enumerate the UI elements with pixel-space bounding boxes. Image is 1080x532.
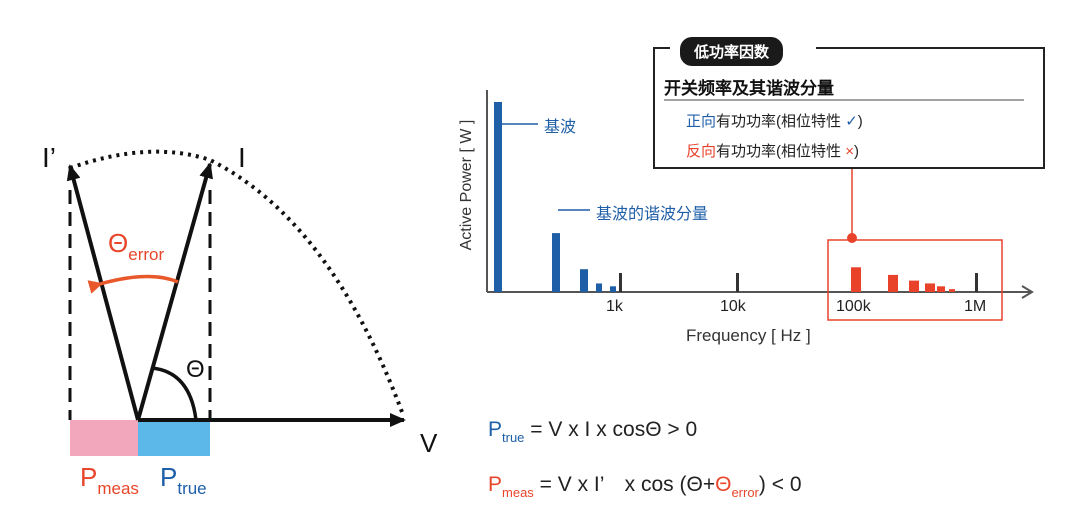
- formula-pmeas-rest-a: = V x I’ x cos (Θ+: [533, 473, 716, 496]
- formula-pmeas-theta: Θ: [715, 473, 732, 496]
- forward-close: ): [857, 113, 863, 130]
- formula-pmeas-rest-b: ) < 0: [758, 473, 802, 496]
- forward-text: 有功功率(相位特性: [716, 113, 846, 130]
- formula-ptrue-p: P: [488, 418, 503, 441]
- reverse-close: ): [853, 143, 859, 160]
- x-tick-100k: 100k: [836, 298, 871, 315]
- p-meas-subscript: meas: [97, 479, 139, 498]
- theta-error-symbol: Θ: [108, 228, 129, 258]
- x-axis-label: Frequency [ Hz ]: [686, 326, 811, 345]
- p-true-symbol: P: [160, 462, 178, 492]
- reverse-text: 有功功率(相位特性: [716, 143, 846, 160]
- x-tick-1m: 1M: [964, 298, 987, 315]
- callout-connector-dot: [847, 233, 857, 243]
- callout-tag: 低功率因数: [680, 37, 784, 66]
- label-p-true: Ptrue: [160, 462, 207, 498]
- switching-bar: [925, 283, 935, 292]
- switching-bar: [937, 286, 945, 292]
- blue-bar: [596, 283, 602, 292]
- formula-pmeas: Pmeas = V x I’ x cos (Θ+Θerror) < 0: [488, 468, 802, 500]
- theta-error-subscript: error: [128, 245, 165, 264]
- label-v: V: [420, 428, 438, 458]
- formula-pmeas-sub: meas: [502, 485, 534, 500]
- label-i-prime: I’: [42, 142, 56, 173]
- callout-frame: [653, 47, 1045, 169]
- reference-tick: [975, 273, 978, 292]
- formula-ptrue-sub: true: [502, 430, 525, 445]
- formula-pmeas-p: P: [488, 473, 503, 496]
- switching-highlight-box: [827, 239, 1003, 321]
- formula-pmeas-theta-sub: error: [731, 485, 759, 500]
- annotation-fundamental: 基波: [544, 119, 577, 136]
- callout-title: 开关频率及其谐波分量: [664, 79, 834, 98]
- blue-bar: [552, 233, 560, 292]
- theta-arc: [151, 366, 198, 421]
- formula-ptrue: Ptrue = V x I x cosΘ > 0: [488, 418, 698, 445]
- vector-i-prime: [66, 164, 140, 421]
- switching-bar: [949, 289, 955, 292]
- vector-i: [136, 162, 213, 421]
- x-tick-10k: 10k: [720, 298, 746, 315]
- switching-bar: [909, 280, 919, 292]
- label-theta-error: Θerror: [108, 228, 164, 264]
- p-meas-bar: [70, 420, 138, 456]
- formula-ptrue-rest: = V x I x cosΘ > 0: [524, 418, 698, 441]
- switching-bar: [888, 274, 898, 292]
- callout-line-reverse: 反向有功功率(相位特性 ×): [686, 140, 859, 161]
- label-i: I: [238, 142, 246, 173]
- blue-bar: [494, 102, 502, 292]
- p-meas-symbol: P: [80, 462, 98, 492]
- error-arc: [87, 274, 179, 294]
- reference-tick: [619, 273, 622, 292]
- switching-bar: [851, 267, 861, 292]
- callout-line-forward: 正向有功功率(相位特性 ✓): [686, 110, 863, 131]
- y-axis-label: Active Power [ W ]: [458, 119, 475, 251]
- reverse-prefix: 反向: [686, 143, 717, 160]
- cross-icon: ×: [845, 143, 854, 160]
- x-axis-arrowhead: [1021, 285, 1034, 299]
- bars-group: [494, 102, 978, 292]
- forward-prefix: 正向: [686, 113, 717, 130]
- check-icon: ✓: [845, 113, 858, 130]
- label-theta: Θ: [186, 356, 205, 383]
- p-true-bar: [138, 420, 210, 456]
- annotation-harmonics: 基波的谐波分量: [596, 206, 709, 223]
- blue-bar: [610, 286, 616, 292]
- x-tick-1k: 1k: [606, 298, 623, 315]
- label-p-meas: Pmeas: [80, 462, 139, 498]
- reference-tick: [736, 273, 739, 292]
- blue-bar: [580, 269, 588, 292]
- p-true-subscript: true: [177, 479, 207, 498]
